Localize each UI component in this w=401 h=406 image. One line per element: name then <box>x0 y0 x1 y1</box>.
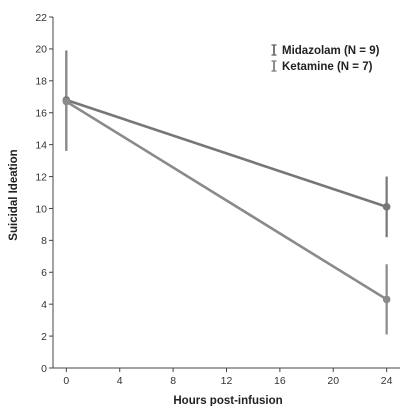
legend-label: Ketamine (N = 7) <box>282 61 373 73</box>
series-line <box>65 100 388 301</box>
x-tick-label: 16 <box>274 375 286 387</box>
y-tick-label: 16 <box>35 108 47 120</box>
data-point <box>382 295 391 304</box>
y-axis-label: Suicidal Ideation <box>8 149 20 240</box>
error-bars <box>65 50 388 335</box>
y-tick-label: 10 <box>35 203 47 215</box>
y-tick-label: 18 <box>35 76 47 88</box>
y-tick-label: 12 <box>35 171 47 183</box>
legend: Midazolam (N = 9) Ketamine (N = 7) <box>271 44 380 73</box>
legend-label: Midazolam (N = 9) <box>282 45 380 57</box>
y-tick-label: 6 <box>41 267 47 279</box>
x-tick-label: 0 <box>63 375 69 387</box>
series-lines <box>65 98 388 301</box>
x-tick-label: 8 <box>170 375 176 387</box>
data-point <box>62 97 71 106</box>
series-line <box>65 98 388 209</box>
y-tick-label: 22 <box>35 12 47 24</box>
x-tick-label: 20 <box>327 375 339 387</box>
y-tick-label: 4 <box>41 299 47 311</box>
y-tick-label: 20 <box>35 44 47 56</box>
x-tick-label: 24 <box>381 375 393 387</box>
data-points <box>62 96 391 304</box>
x-axis-label: Hours post-infusion <box>173 395 282 406</box>
x-tick-label: 12 <box>221 375 233 387</box>
data-point <box>382 203 391 211</box>
x-tick-label: 4 <box>117 375 123 387</box>
y-tick-label: 0 <box>41 363 47 375</box>
y-tick-label: 8 <box>41 235 47 247</box>
y-tick-label: 2 <box>41 331 47 343</box>
y-tick-label: 14 <box>35 139 47 151</box>
